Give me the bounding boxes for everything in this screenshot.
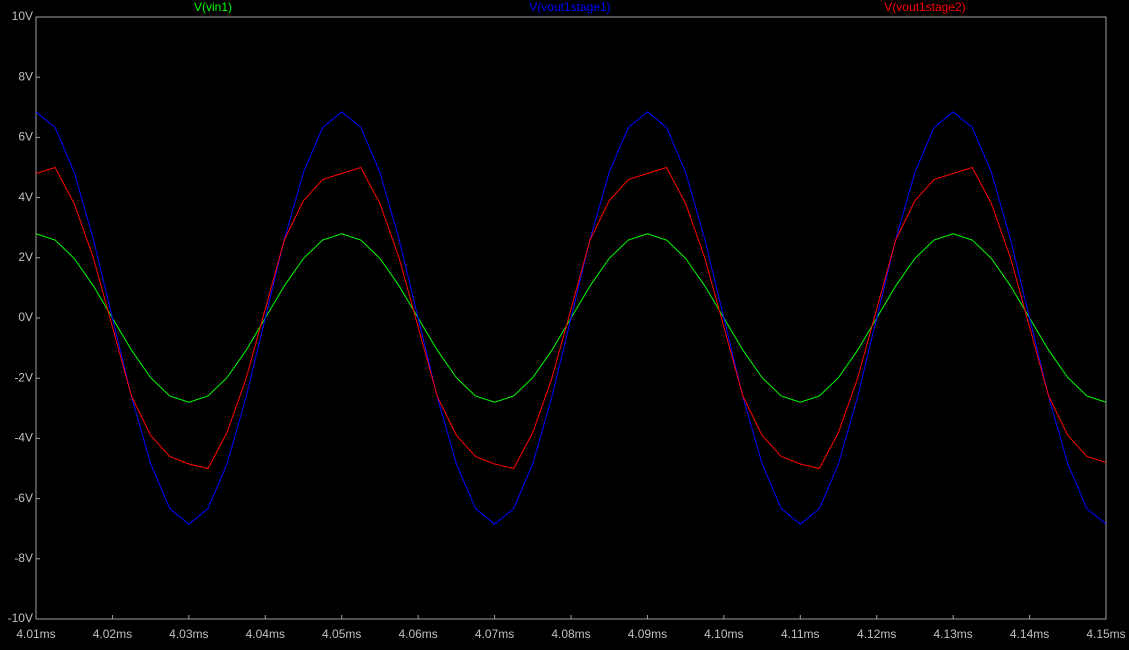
legend-label: V(vout1stage1) bbox=[529, 0, 610, 14]
y-tick-label: 6V bbox=[18, 130, 33, 144]
x-tick-label: 4.15ms bbox=[1086, 627, 1125, 641]
x-tick-label: 4.04ms bbox=[246, 627, 285, 641]
x-tick-label: 4.13ms bbox=[933, 627, 972, 641]
x-tick-label: 4.01ms bbox=[16, 627, 55, 641]
x-tick-label: 4.12ms bbox=[857, 627, 896, 641]
x-tick-label: 4.07ms bbox=[475, 627, 514, 641]
y-tick-label: -4V bbox=[14, 431, 33, 445]
x-tick-label: 4.11ms bbox=[781, 627, 819, 641]
x-tick-label: 4.09ms bbox=[628, 627, 667, 641]
y-tick-label: -2V bbox=[14, 370, 33, 384]
x-tick-label: 4.05ms bbox=[322, 627, 361, 641]
y-tick-label: -6V bbox=[14, 491, 33, 505]
y-tick-label: 8V bbox=[18, 69, 33, 83]
y-tick-label: 4V bbox=[18, 190, 33, 204]
y-tick-label: 10V bbox=[12, 9, 33, 23]
x-tick-label: 4.02ms bbox=[93, 627, 132, 641]
x-tick-label: 4.06ms bbox=[398, 627, 437, 641]
legend-label: V(vin1) bbox=[194, 0, 232, 14]
y-tick-label: -10V bbox=[8, 611, 33, 625]
x-tick-label: 4.08ms bbox=[551, 627, 590, 641]
y-tick-label: -8V bbox=[14, 551, 33, 565]
series-line bbox=[35, 166, 1107, 470]
legend-label: V(vout1stage2) bbox=[884, 0, 965, 14]
x-tick-label: 4.03ms bbox=[169, 627, 208, 641]
y-tick-label: 0V bbox=[18, 310, 33, 324]
series-line bbox=[35, 111, 1107, 525]
x-tick-label: 4.10ms bbox=[704, 627, 743, 641]
y-tick-label: 2V bbox=[18, 250, 33, 264]
x-tick-label: 4.14ms bbox=[1010, 627, 1049, 641]
